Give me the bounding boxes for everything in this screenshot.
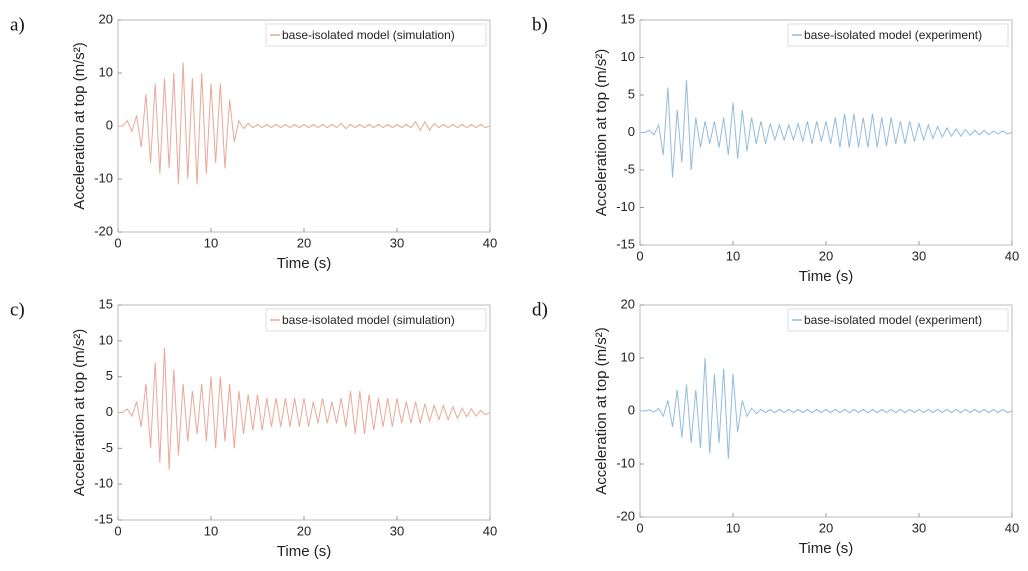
y-tick-label: -5 — [623, 161, 635, 176]
y-tick-label: -20 — [616, 508, 635, 523]
y-axis-label: Acceleration at top (m/s²) — [71, 42, 88, 210]
y-tick-label: 20 — [621, 296, 635, 311]
legend-box — [787, 23, 1009, 47]
y-tick-label: 0 — [106, 404, 113, 419]
x-tick-label: 40 — [1005, 520, 1019, 535]
y-tick-label: 10 — [621, 49, 635, 64]
legend-text: base-isolated model (experiment) — [804, 313, 982, 327]
y-tick-label: 0 — [628, 124, 635, 139]
x-tick-label: 0 — [636, 248, 643, 263]
legend-box — [265, 23, 487, 47]
legend-text: base-isolated model (experiment) — [804, 28, 982, 42]
legend-box — [265, 308, 487, 332]
y-tick-label: -10 — [616, 455, 635, 470]
x-tick-label: 20 — [819, 248, 833, 263]
plot-frame — [117, 304, 491, 521]
y-tick-label: 5 — [628, 86, 635, 101]
x-tick-label: 10 — [726, 520, 740, 535]
panel-label: c) — [10, 299, 25, 320]
y-tick-label: 5 — [106, 368, 113, 383]
y-tick-label: -10 — [616, 199, 635, 214]
plot-frame — [639, 19, 1013, 246]
y-tick-label: 10 — [99, 64, 113, 79]
x-tick-label: 40 — [483, 523, 497, 538]
y-tick-label: -5 — [101, 440, 113, 455]
x-tick-label: 0 — [114, 235, 121, 250]
panel-label: a) — [10, 14, 25, 35]
x-axis-label: Time (s) — [799, 268, 853, 285]
x-tick-label: 40 — [483, 235, 497, 250]
x-tick-label: 20 — [297, 235, 311, 250]
panel-label: d) — [532, 299, 548, 320]
y-tick-label: 15 — [621, 11, 635, 26]
x-tick-label: 30 — [390, 523, 404, 538]
y-tick-label: 15 — [99, 296, 113, 311]
data-line — [118, 62, 491, 185]
legend-text: base-isolated model (simulation) — [282, 313, 455, 327]
x-tick-label: 40 — [1005, 248, 1019, 263]
x-tick-label: 20 — [297, 523, 311, 538]
x-tick-label: 10 — [204, 523, 218, 538]
plot-frame — [639, 304, 1013, 518]
y-tick-label: -10 — [94, 170, 113, 185]
y-tick-label: -15 — [616, 236, 635, 251]
y-tick-label: 10 — [99, 332, 113, 347]
x-axis-label: Time (s) — [277, 543, 331, 560]
x-axis-label: Time (s) — [799, 540, 853, 557]
x-tick-label: 30 — [912, 248, 926, 263]
x-tick-label: 30 — [390, 235, 404, 250]
panel-label: b) — [532, 14, 548, 35]
x-tick-label: 20 — [819, 520, 833, 535]
x-tick-label: 0 — [636, 520, 643, 535]
y-tick-label: -15 — [94, 511, 113, 526]
y-tick-label: 0 — [628, 402, 635, 417]
y-axis-label: Acceleration at top (m/s²) — [71, 329, 88, 497]
data-line — [640, 357, 1013, 459]
y-axis-label: Acceleration at top (m/s²) — [593, 327, 610, 495]
x-tick-label: 10 — [726, 248, 740, 263]
y-tick-label: 20 — [99, 11, 113, 26]
legend-box — [787, 308, 1009, 332]
legend-text: base-isolated model (simulation) — [282, 28, 455, 42]
x-tick-label: 30 — [912, 520, 926, 535]
y-tick-label: -10 — [94, 476, 113, 491]
x-axis-label: Time (s) — [277, 255, 331, 272]
data-line — [640, 79, 1013, 178]
x-tick-label: 0 — [114, 523, 121, 538]
y-tick-label: -20 — [94, 223, 113, 238]
data-line — [118, 347, 491, 470]
y-tick-label: 10 — [621, 349, 635, 364]
x-tick-label: 10 — [204, 235, 218, 250]
y-axis-label: Acceleration at top (m/s²) — [593, 49, 610, 217]
plot-frame — [117, 19, 491, 233]
y-tick-label: 0 — [106, 117, 113, 132]
